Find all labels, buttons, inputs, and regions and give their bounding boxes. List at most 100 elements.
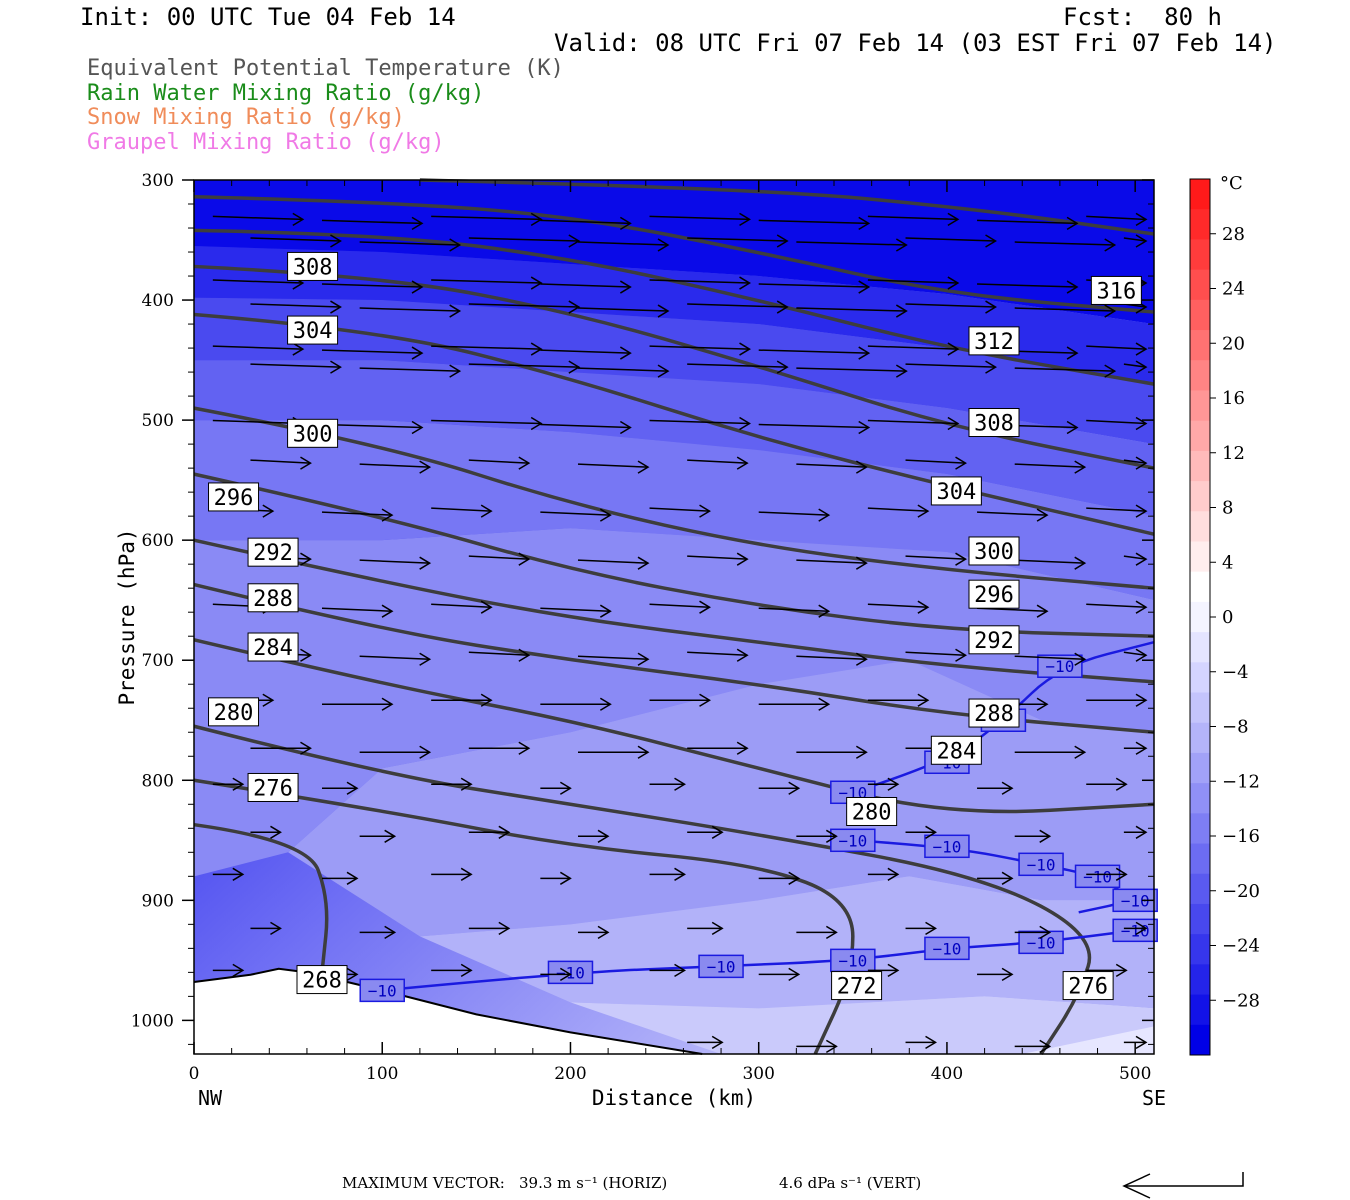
wind-arrow-shaft	[758, 511, 829, 516]
wind-arrow-head	[1036, 697, 1049, 711]
theta-e-label-text: 284	[936, 739, 976, 764]
wind-arrow-head	[711, 921, 724, 935]
wind-arrow	[1014, 304, 1117, 318]
wind-arrow-head	[559, 871, 572, 885]
wind-arrow	[1014, 1039, 1052, 1054]
wind-arrow-head	[858, 346, 871, 360]
wind-arrow	[758, 871, 801, 885]
wind-arrow-head	[411, 280, 424, 294]
wind-arrow-shaft	[1014, 559, 1085, 564]
legend-graupel: Graupel Mixing Ratio (g/kg)	[87, 130, 445, 155]
wind-arrow-shaft	[468, 555, 529, 560]
wind-arrow-shaft	[431, 419, 542, 425]
wind-arrow	[431, 212, 543, 227]
wind-arrow-head	[411, 216, 424, 231]
wind-arrow	[1086, 504, 1148, 518]
colorbar-label: 8	[1222, 498, 1233, 519]
wind-arrow-head	[1066, 216, 1079, 231]
theta-e-label-296: 296	[968, 579, 1020, 609]
theta-e-contour-268	[193, 822, 329, 973]
colorbar-segment	[1190, 843, 1210, 875]
theta-e-label-box	[831, 971, 883, 1001]
wind-arrow-shaft	[540, 511, 611, 516]
wind-arrow	[1086, 777, 1128, 791]
wind-arrow-shaft	[577, 463, 649, 468]
wind-arrow-head	[419, 745, 432, 759]
wind-arrow	[867, 867, 900, 881]
colorbar-segment	[1190, 209, 1210, 240]
wind-arrow-shaft	[577, 307, 669, 312]
wind-arrow-head	[955, 648, 967, 662]
wind-arrow-shaft	[250, 459, 311, 464]
theta-e-label-text: 284	[253, 636, 293, 661]
wind-arrow	[359, 652, 432, 666]
wind-arrow	[321, 216, 424, 231]
wind-arrow	[649, 600, 711, 614]
wind-arrow	[577, 460, 650, 474]
wind-arrow-head	[232, 777, 245, 791]
wind-arrow-head	[1135, 1035, 1148, 1050]
isotherm-label-text: −10	[1083, 867, 1112, 886]
theta-e-label-box	[247, 537, 299, 567]
theta-e-label-text: 296	[974, 583, 1014, 608]
wind-arrow-head	[619, 216, 632, 231]
wind-arrow	[758, 697, 831, 711]
wind-arrow-shaft	[321, 283, 423, 288]
wind-arrow	[540, 967, 572, 982]
colorbar-segment	[1190, 330, 1210, 361]
wind-arrow	[905, 360, 997, 374]
wind-arrow-head	[1001, 781, 1014, 795]
wind-arrow-shaft	[796, 241, 907, 246]
wind-arrow-head	[292, 342, 305, 356]
wind-arrow	[649, 867, 686, 881]
wind-arrow-head	[300, 552, 312, 566]
isotherm-label-minus10: −10	[1018, 930, 1064, 955]
wind-arrow-head	[530, 342, 543, 356]
wind-arrow	[1123, 456, 1148, 470]
theta-e-label-box	[287, 418, 339, 448]
isotherm-label-text: −10	[838, 831, 867, 850]
wind-arrow-head	[1135, 504, 1148, 518]
colorbar-segment	[1190, 934, 1210, 965]
wind-arrow	[977, 216, 1079, 231]
wind-arrow	[212, 867, 245, 881]
wind-arrow-shaft	[905, 459, 966, 464]
wind-arrow	[431, 693, 493, 707]
wind-arrow-shaft	[1086, 215, 1147, 221]
wind-arrow-head	[1135, 456, 1148, 470]
theta-e-label-box	[930, 735, 982, 765]
colorbar-segment	[1190, 179, 1210, 210]
wind-arrow	[1014, 925, 1052, 939]
wind-arrow	[468, 741, 531, 755]
wind-arrow	[1123, 741, 1148, 755]
wind-arrow-shaft	[649, 507, 710, 512]
wind-arrow	[322, 697, 394, 711]
wind-arrow-shaft	[687, 555, 748, 560]
wind-arrow-shaft	[1086, 603, 1147, 608]
wind-arrow-shaft	[359, 655, 430, 660]
wind-arrow	[758, 420, 871, 435]
x-axis-label: Distance (km)	[592, 1086, 756, 1110]
wind-arrow-head	[887, 777, 900, 791]
wind-arrow	[649, 212, 751, 227]
theta-e-label-box	[247, 583, 299, 613]
wind-arrow-head	[232, 963, 245, 978]
wind-arrow-head	[530, 276, 543, 290]
wind-arrow-head	[788, 871, 801, 885]
wind-arrow-shaft	[431, 279, 542, 284]
wind-arrow-shaft	[359, 367, 460, 372]
colorbar-segment	[1190, 813, 1210, 845]
wind-arrow-head	[1074, 460, 1087, 474]
wind-arrow	[321, 604, 394, 618]
wind-arrow-shaft	[540, 423, 631, 429]
theta-e-label-text: 308	[974, 412, 1014, 437]
wind-arrow	[687, 1035, 724, 1050]
colorbar-segment	[1190, 1024, 1210, 1056]
wind-arrow-head	[1135, 552, 1148, 566]
wind-arrow-head	[925, 1035, 937, 1050]
wind-arrow	[578, 745, 650, 759]
theta-e-contour-280	[193, 638, 1155, 814]
wind-arrow-shaft	[796, 367, 907, 372]
wind-arrow-head	[419, 652, 432, 666]
colorbar-unit: °C	[1220, 173, 1243, 194]
